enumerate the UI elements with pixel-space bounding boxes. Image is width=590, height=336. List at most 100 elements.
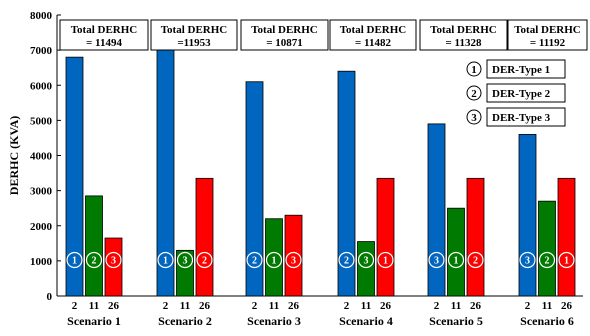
der-type-badge xyxy=(176,251,194,269)
der-type-badge xyxy=(338,251,355,269)
x-tick-label: 2 xyxy=(344,300,350,312)
y-axis-title: DERHC (KVA) xyxy=(7,116,21,195)
der-type-badge-label: 1 xyxy=(163,256,168,267)
der-type-badge xyxy=(105,251,122,269)
x-tick-label: 2 xyxy=(525,300,531,312)
bar-3-26 xyxy=(284,214,303,297)
legend-entry-box xyxy=(486,59,566,79)
der-type-badge xyxy=(196,251,213,269)
bar-5-2 xyxy=(427,123,446,297)
y-tick-label: 3000 xyxy=(30,186,53,198)
bar-5-26 xyxy=(466,177,485,297)
y-tick-label: 8000 xyxy=(30,10,53,22)
der-type-badge-label: 3 xyxy=(525,256,530,267)
bar-6-2 xyxy=(518,134,537,297)
y-tick-label: 2000 xyxy=(30,221,53,233)
der-type-badge-label: 2 xyxy=(473,256,478,267)
x-tick-label: 2 xyxy=(163,300,169,312)
legend-number: 2 xyxy=(471,88,477,100)
bar-3-2 xyxy=(245,81,264,297)
der-type-badge xyxy=(285,251,302,269)
total-derhc-label: Total DERHC xyxy=(161,24,228,36)
total-derhc-value: = 10871 xyxy=(266,37,303,49)
der-type-badge xyxy=(66,251,83,269)
total-derhc-box xyxy=(59,19,149,51)
x-tick-label: 2 xyxy=(434,300,440,312)
scenario-label: Scenario 2 xyxy=(158,314,212,328)
der-type-badge xyxy=(377,251,394,269)
total-derhc-label: Total DERHC xyxy=(514,24,581,36)
der-type-badge-label: 3 xyxy=(291,256,296,267)
bar-1-11 xyxy=(85,195,103,297)
scenario-label: Scenario 5 xyxy=(429,314,483,328)
scenario-label: Scenario 4 xyxy=(339,314,393,328)
x-tick-label: 26 xyxy=(380,300,392,312)
der-type-badge-label: 2 xyxy=(545,256,550,267)
legend-number-icon xyxy=(466,109,482,125)
y-tick-label: 4000 xyxy=(30,151,53,163)
bar-6-26 xyxy=(557,177,576,297)
total-derhc-value: = 11494 xyxy=(86,37,122,49)
legend-number: 1 xyxy=(471,64,477,76)
der-type-badge xyxy=(538,251,556,269)
der-type-badge xyxy=(357,251,375,269)
legend-number-icon xyxy=(466,85,482,101)
bar-6-11 xyxy=(538,200,556,297)
der-type-badge-label: 3 xyxy=(183,256,188,267)
der-type-badge-label: 3 xyxy=(434,256,439,267)
der-type-badge-label: 1 xyxy=(383,256,388,267)
y-tick-label: 7000 xyxy=(30,45,53,57)
der-type-badge xyxy=(85,251,103,269)
der-type-badge-label: 1 xyxy=(272,256,277,267)
x-tick-label: 11 xyxy=(269,300,279,312)
legend-entry-label: DER-Type 1 xyxy=(492,64,550,76)
x-tick-label: 26 xyxy=(561,300,573,312)
der-type-badge xyxy=(558,251,575,269)
der-type-badge xyxy=(428,251,445,269)
total-derhc-value: = 11192 xyxy=(530,37,566,49)
legend-entry-box xyxy=(486,107,566,127)
total-derhc-label: Total DERHC xyxy=(340,24,407,36)
total-derhc-box xyxy=(329,19,417,51)
legend-entry-box xyxy=(486,83,566,103)
x-tick-label: 26 xyxy=(288,300,300,312)
der-type-badge-label: 1 xyxy=(564,256,569,267)
total-derhc-box xyxy=(150,19,238,51)
bar-4-11 xyxy=(357,241,375,297)
total-derhc-value: =11953 xyxy=(177,37,211,49)
scenario-label: Scenario 3 xyxy=(247,314,301,328)
legend-entry-label: DER-Type 3 xyxy=(492,112,551,124)
x-tick-label: 2 xyxy=(252,300,258,312)
total-derhc-label: Total DERHC xyxy=(251,24,318,36)
x-tick-label: 2 xyxy=(72,300,78,312)
legend-number-icon xyxy=(466,61,482,77)
y-tick-label: 5000 xyxy=(30,115,53,127)
total-derhc-label: Total DERHC xyxy=(71,24,138,36)
der-type-badge xyxy=(447,251,465,269)
bar-3-11 xyxy=(265,218,283,297)
y-tick-label: 0 xyxy=(47,291,53,303)
bar-1-2 xyxy=(65,56,84,297)
total-derhc-value: = 11328 xyxy=(446,37,482,49)
total-derhc-label: Total DERHC xyxy=(430,24,497,36)
legend-number: 3 xyxy=(471,112,477,124)
y-tick-label: 1000 xyxy=(30,256,53,268)
der-type-badge-label: 3 xyxy=(364,256,369,267)
y-tick-label: 6000 xyxy=(30,80,53,92)
der-type-badge xyxy=(519,251,536,269)
x-tick-label: 26 xyxy=(470,300,482,312)
der-type-badge-label: 2 xyxy=(344,256,349,267)
bar-2-11 xyxy=(176,249,194,297)
x-tick-label: 11 xyxy=(361,300,371,312)
x-tick-label: 11 xyxy=(542,300,552,312)
bar-4-26 xyxy=(376,177,395,297)
total-derhc-box xyxy=(419,19,508,51)
bar-2-26 xyxy=(195,177,214,297)
x-tick-label: 11 xyxy=(180,300,190,312)
bar-4-2 xyxy=(337,70,356,297)
x-tick-label: 26 xyxy=(199,300,211,312)
der-type-badge-label: 2 xyxy=(92,256,97,267)
der-type-badge xyxy=(157,251,174,269)
der-type-badge-label: 1 xyxy=(454,256,459,267)
